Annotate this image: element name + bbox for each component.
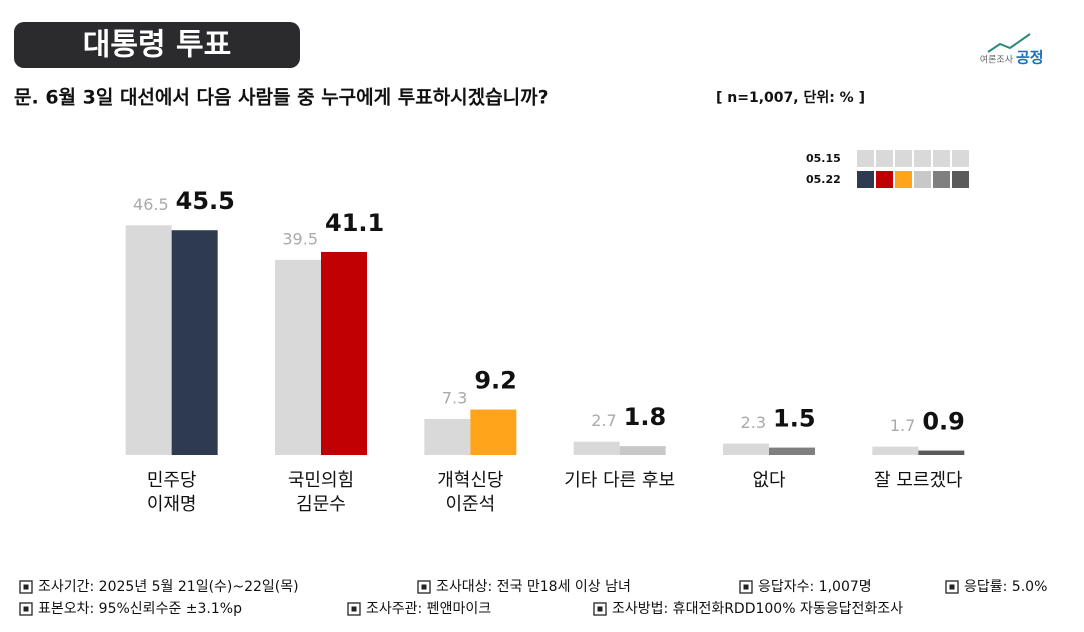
bullet: [19, 580, 33, 594]
bullet: [945, 580, 959, 594]
note: [ n=1,007, 단위: % ]: [716, 89, 865, 106]
bullet: [19, 602, 33, 616]
legend-swatch: [895, 150, 912, 167]
value-label: 39.5: [282, 229, 318, 248]
bar: [573, 441, 620, 455]
x-tick-label: 국민의힘: [288, 470, 354, 491]
x-tick-label: 이준석: [445, 494, 495, 515]
bullet: [739, 580, 753, 594]
value-label: 1.7: [890, 416, 915, 435]
footer-item: 조사기간: 2025년 5월 21일(수)~22일(목): [38, 579, 299, 595]
bar: [918, 450, 965, 455]
bar: [171, 230, 218, 455]
legend-swatch: [876, 171, 893, 188]
bar: [125, 225, 172, 455]
legend-label: 05.15: [806, 152, 841, 165]
x-tick-label: 이재명: [147, 494, 197, 515]
bar: [275, 259, 321, 455]
bullet-dot: [949, 584, 955, 590]
title: 대통령 투표: [83, 28, 231, 63]
value-label: 46.5: [133, 195, 169, 214]
x-tick-label: 잘 모르겠다: [874, 470, 963, 491]
bullet-dot: [23, 606, 29, 612]
value-label: 1.5: [773, 405, 816, 433]
legend-swatch: [914, 171, 931, 188]
bullet-dot: [597, 606, 603, 612]
bar: [769, 447, 815, 455]
bar: [424, 418, 471, 455]
x-tick-label: 김문수: [296, 494, 346, 515]
bullet-dot: [743, 584, 749, 590]
bullet-dot: [351, 606, 357, 612]
footer: 조사기간: 2025년 5월 21일(수)~22일(목) 조사대상: 전국 만18…: [19, 579, 1047, 617]
x-tick-label: 없다: [752, 470, 786, 491]
footer-item: 조사주관: 펜앤마이크: [366, 601, 491, 617]
value-label: 41.1: [325, 209, 384, 237]
legend-swatch: [895, 171, 912, 188]
footer-item: 조사대상: 전국 만18세 이상 남녀: [436, 579, 631, 595]
bar: [619, 446, 666, 455]
legend-swatch: [914, 150, 931, 167]
legend-swatch: [933, 171, 950, 188]
bar: [723, 443, 769, 455]
bullet-dot: [23, 584, 29, 590]
bullet: [417, 580, 431, 594]
value-label: 2.3: [741, 413, 766, 432]
value-label: 45.5: [176, 187, 235, 215]
legend-swatch: [933, 150, 950, 167]
footer-item: 조사방법: 휴대전화RDD100% 자동응답전화조사: [612, 601, 903, 617]
footer-item: 응답자수: 1,007명: [758, 579, 872, 595]
bar: [872, 446, 919, 455]
legend-swatch: [952, 150, 969, 167]
x-tick-label: 개혁신당: [437, 470, 503, 491]
logo: 공정: [1016, 49, 1044, 67]
legend-label: 05.22: [806, 173, 841, 186]
title-box: [14, 22, 300, 68]
value-label: 0.9: [922, 408, 965, 436]
footer-item: 응답률: 5.0%: [964, 579, 1047, 595]
footer-item: 표본오차: 95%신뢰수준 ±3.1%p: [38, 601, 242, 617]
bullet: [347, 602, 361, 616]
bar: [470, 409, 517, 455]
value-label: 2.7: [591, 411, 616, 430]
legend-swatch: [952, 171, 969, 188]
value-label: 9.2: [474, 367, 517, 395]
logo-mark: [987, 33, 1031, 53]
legend-swatch: [857, 150, 874, 167]
logo-small: 여론조사: [980, 54, 1014, 66]
value-label: 1.8: [624, 403, 667, 431]
value-label: 7.3: [442, 388, 467, 407]
bullet: [593, 602, 607, 616]
legend-swatch: [876, 150, 893, 167]
question: 문. 6월 3일 대선에서 다음 사람들 중 누구에게 투표하시겠습니까?: [14, 87, 549, 109]
bar: [321, 251, 367, 455]
legend-swatch: [857, 171, 874, 188]
x-tick-label: 민주당: [147, 470, 197, 491]
x-tick-label: 기타 다른 후보: [564, 470, 675, 491]
bullet-dot: [421, 584, 427, 590]
